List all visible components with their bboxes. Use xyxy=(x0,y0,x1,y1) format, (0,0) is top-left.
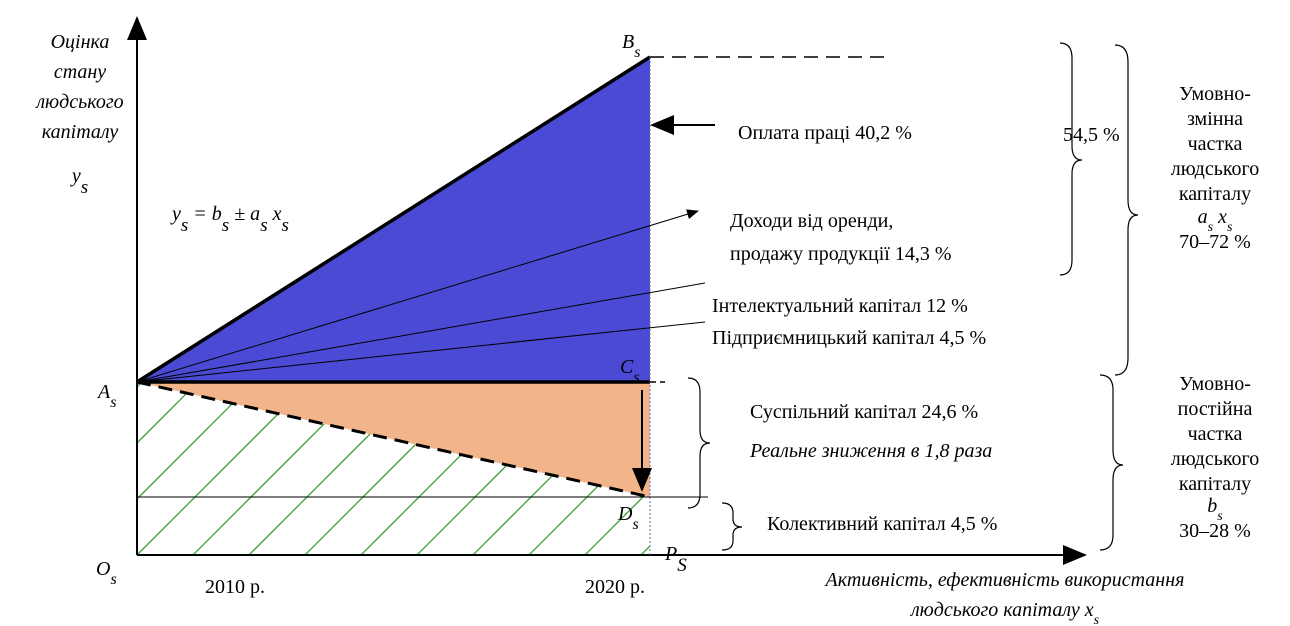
component-label: Суспільний капітал 24,6 % xyxy=(750,401,978,423)
hatch-line xyxy=(584,382,650,555)
group-label: людського xyxy=(1171,158,1260,180)
group-label: частка xyxy=(1188,133,1243,155)
subscript: s xyxy=(1094,613,1100,626)
subscript: s xyxy=(222,215,229,236)
brace-collective xyxy=(721,502,743,551)
x-axis-label: Активність, ефективність використання xyxy=(824,569,1185,591)
hatch-line xyxy=(0,382,86,555)
group-label: капіталу xyxy=(1179,183,1251,205)
group-label: постійна xyxy=(1178,398,1253,420)
group-symbol: bs xyxy=(1207,495,1223,524)
point-label: Os xyxy=(96,558,117,588)
group-label: капіталу xyxy=(1179,473,1251,495)
brace-constant xyxy=(1099,374,1124,551)
subscript: s xyxy=(634,44,640,61)
text-part: C xyxy=(620,356,634,378)
fan-entrepreneurial xyxy=(136,321,706,383)
y-axis-label: Оцінка xyxy=(51,31,110,53)
subscript: s xyxy=(81,177,88,198)
text-part: x xyxy=(268,203,282,225)
y-axis-label: капіталу xyxy=(42,121,119,143)
subscript: s xyxy=(260,215,267,236)
formula: ys = bs ± as xs xyxy=(170,203,289,236)
component-label: Оплата праці 40,2 % xyxy=(738,122,912,144)
hatch-line xyxy=(137,382,143,555)
group-label: змінна xyxy=(1187,108,1243,130)
subscript: s xyxy=(181,215,188,236)
subscript: s xyxy=(1227,220,1233,235)
hatch-line xyxy=(137,382,255,555)
component-label: Реальне зниження в 1,8 раза xyxy=(749,440,992,462)
text-part: B xyxy=(622,31,634,53)
subscript: s xyxy=(1208,220,1214,235)
subscript: s xyxy=(110,394,116,411)
y-axis-symbol: ys xyxy=(70,165,88,198)
text-part: D xyxy=(617,503,633,525)
point-label: As xyxy=(96,381,116,411)
text-part: x xyxy=(1213,206,1227,228)
subscript: s xyxy=(1217,509,1223,524)
subscript: s xyxy=(633,369,639,386)
brace-subtotal xyxy=(1059,42,1083,276)
group-share: 70–72 % xyxy=(1179,231,1251,253)
component-label: продажу продукції 14,3 % xyxy=(730,243,952,265)
component-label: Підприємницький капітал 4,5 % xyxy=(712,327,986,349)
group-label: людського xyxy=(1171,448,1260,470)
brace-variable xyxy=(1114,44,1139,376)
subscript: S xyxy=(677,555,687,576)
subtotal-label: 54,5 % xyxy=(1063,124,1120,146)
text-part: O xyxy=(96,558,110,580)
group-share: 30–28 % xyxy=(1179,520,1251,542)
point-label: Ds xyxy=(617,503,639,533)
group-label: частка xyxy=(1188,423,1243,445)
fan-intellectual xyxy=(136,282,706,383)
text-part: P xyxy=(664,543,677,565)
year-label: 2020 р. xyxy=(585,576,645,598)
group-label: Умовно- xyxy=(1179,373,1251,395)
text-part: = b xyxy=(188,203,222,225)
point-label: Cs xyxy=(620,356,640,386)
component-label: Інтелектуальний капітал 12 % xyxy=(712,295,968,317)
subscript: s xyxy=(632,516,638,533)
line-AB xyxy=(136,55,651,384)
social-area xyxy=(137,382,650,497)
text-part: людського капіталу x xyxy=(910,599,1094,621)
text-part: b xyxy=(1207,495,1217,517)
component-label: Колективний капітал 4,5 % xyxy=(767,513,997,535)
text-part: a xyxy=(1198,206,1208,228)
point-label: Bs xyxy=(622,31,640,61)
point-label: PS xyxy=(664,543,687,576)
text-part: y xyxy=(70,165,81,187)
text-part: y xyxy=(170,203,181,225)
group-symbol: as xs xyxy=(1198,206,1233,235)
y-axis-label: людського xyxy=(35,91,123,113)
hatch-line xyxy=(137,382,199,555)
subscript: s xyxy=(110,571,116,588)
fan-rent xyxy=(136,209,699,383)
text-part: A xyxy=(96,381,111,403)
year-label: 2010 р. xyxy=(205,576,265,598)
component-label: Доходи від оренди, xyxy=(730,210,893,232)
brace-social xyxy=(687,377,711,509)
shapes xyxy=(0,16,1139,565)
text-part: ± a xyxy=(229,203,260,225)
x-axis-label: людського капіталу xs xyxy=(910,599,1100,626)
y-axis-label: стану xyxy=(54,61,106,83)
group-label: Умовно- xyxy=(1179,83,1251,105)
subscript: s xyxy=(281,215,288,236)
